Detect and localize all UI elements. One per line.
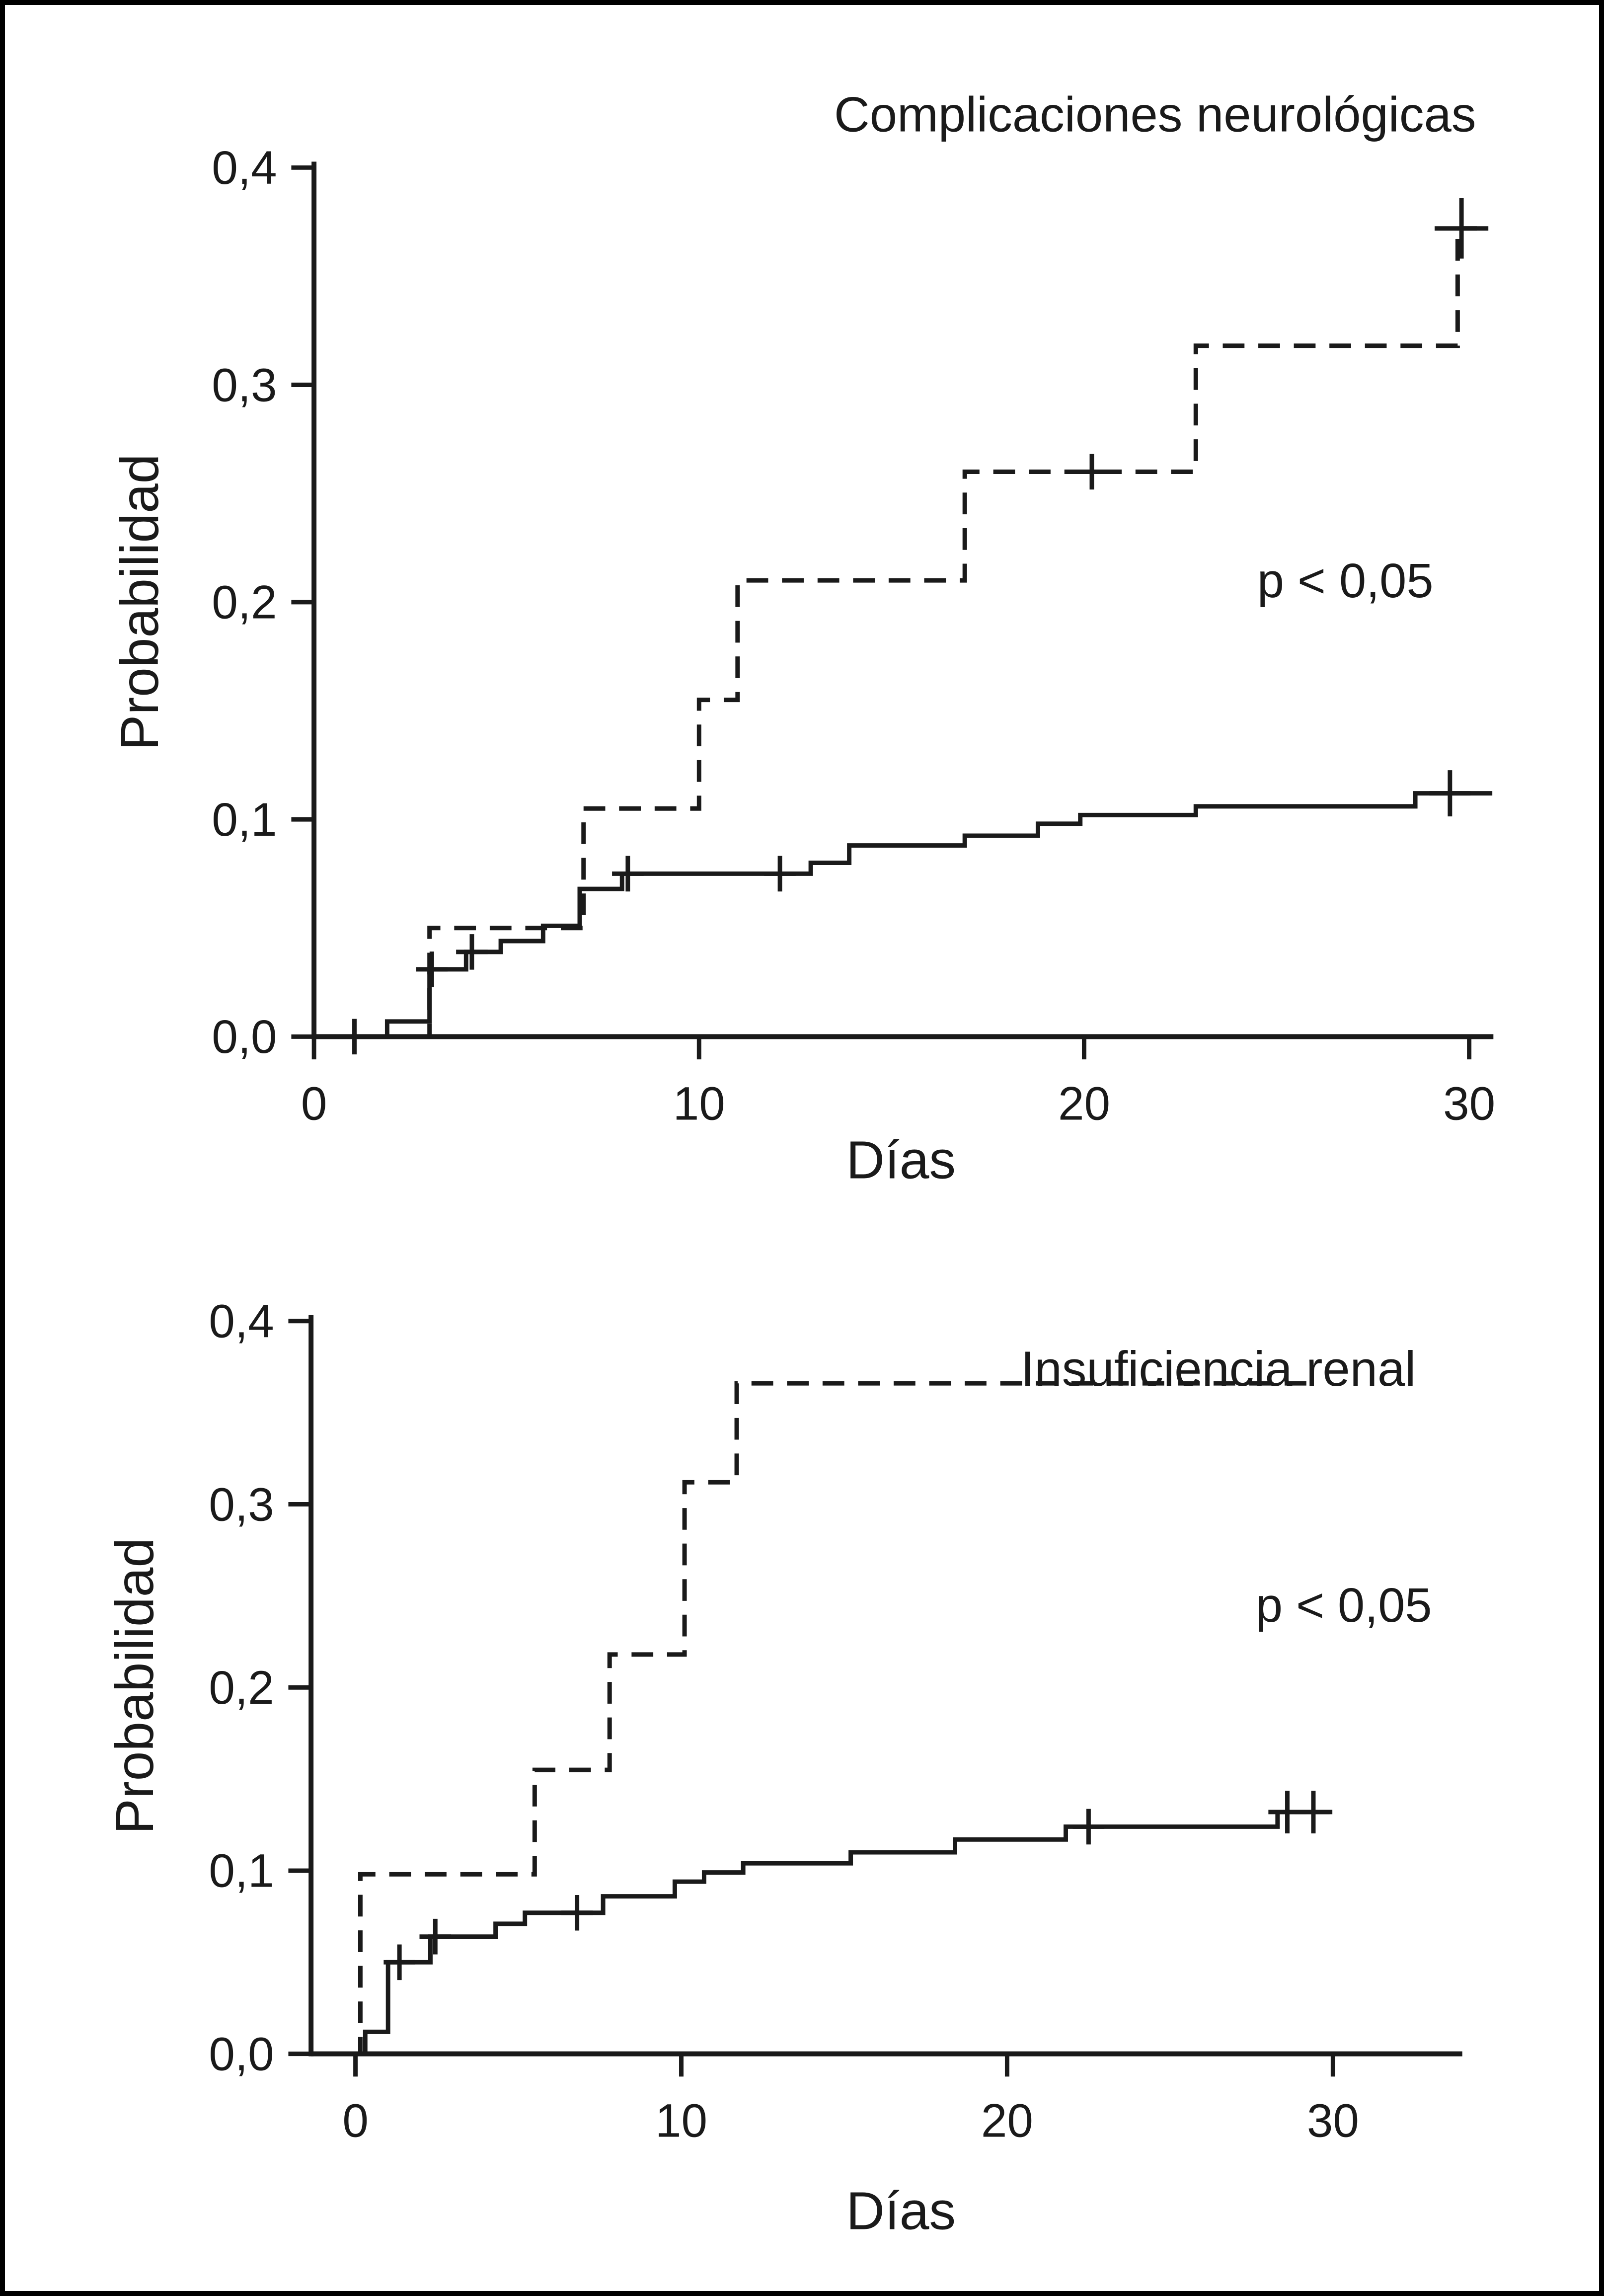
censor-mark <box>416 951 448 987</box>
panel-neurologic-xlabel: Días <box>846 1130 956 1190</box>
x-tick-label: 0 <box>301 1078 327 1130</box>
censor-mark <box>1429 770 1471 817</box>
censor-mark <box>456 934 488 970</box>
panel-neurologic-title: Complicaciones neurológicas <box>834 87 1476 143</box>
two-panel-survival-chart: Complicaciones neurológicas p < 0,05 Pro… <box>105 87 1495 2241</box>
panel-renal-plot: 0 10 20 30 0,0 0,1 0,2 0,3 0,4 <box>209 1296 1462 2147</box>
x-tick-label: 30 <box>1443 1078 1495 1130</box>
series-dashed <box>355 1381 1320 2057</box>
censor-mark <box>764 856 796 892</box>
x-tick-label: 0 <box>342 2095 369 2147</box>
censor-mark <box>383 1944 415 1980</box>
censor-mark <box>1294 1791 1333 1833</box>
panel-renal-ylabel: Probabilidad <box>105 1538 164 1834</box>
panel-neurologic-plot: 0 10 20 30 0,0 0,1 0,2 0,3 0,4 <box>212 142 1495 1130</box>
panel-neurologic: Complicaciones neurológicas p < 0,05 Pro… <box>110 87 1495 1190</box>
axes: 0 10 20 30 0,0 0,1 0,2 0,3 0,4 <box>209 1296 1462 2147</box>
y-tick-label: 0,3 <box>209 1479 274 1531</box>
x-tick-label: 30 <box>1307 2095 1359 2147</box>
series-solid <box>314 770 1493 1055</box>
x-tick-label: 10 <box>673 1078 725 1130</box>
panel-neurologic-ylabel: Probabilidad <box>110 454 169 750</box>
solid-curve-path <box>314 791 1493 1039</box>
axes: 0 10 20 30 0,0 0,1 0,2 0,3 0,4 <box>212 142 1495 1130</box>
censor-mark <box>1072 1809 1105 1845</box>
y-tick-label: 0,4 <box>209 1296 274 1348</box>
y-tick-label: 0,1 <box>209 1845 274 1898</box>
censor-mark <box>1435 198 1489 259</box>
solid-curve-path <box>355 1810 1330 2057</box>
series-dashed <box>314 198 1489 1039</box>
y-tick-label: 0,3 <box>212 359 277 411</box>
censor-mark <box>419 1918 452 1955</box>
censor-mark <box>612 856 644 892</box>
panel-renal-xlabel: Días <box>846 2181 956 2240</box>
x-tick-label: 20 <box>1058 1078 1110 1130</box>
censor-mark <box>338 1019 371 1055</box>
censor-mark <box>1076 454 1108 490</box>
x-tick-label: 20 <box>981 2095 1033 2147</box>
y-tick-label: 0,1 <box>212 794 277 846</box>
x-tick-label: 10 <box>655 2095 707 2147</box>
series-solid <box>355 1791 1333 2057</box>
panel-renal: Insuficiencia renal p < 0,05 Probabilida… <box>105 1296 1462 2240</box>
y-tick-label: 0,0 <box>209 2028 274 2080</box>
y-tick-label: 0,2 <box>209 1662 274 1714</box>
y-tick-label: 0,4 <box>212 142 277 194</box>
censor-mark <box>561 1895 593 1931</box>
y-tick-label: 0,2 <box>212 577 277 629</box>
panel-neurologic-p-value: p < 0,05 <box>1257 554 1434 608</box>
dashed-curve-path <box>314 226 1477 1039</box>
dashed-curve-path <box>355 1381 1320 2057</box>
panel-renal-p-value: p < 0,05 <box>1256 1578 1432 1632</box>
panel-renal-title: Insuficiencia renal <box>1021 1342 1416 1397</box>
y-tick-label: 0,0 <box>212 1011 277 1063</box>
